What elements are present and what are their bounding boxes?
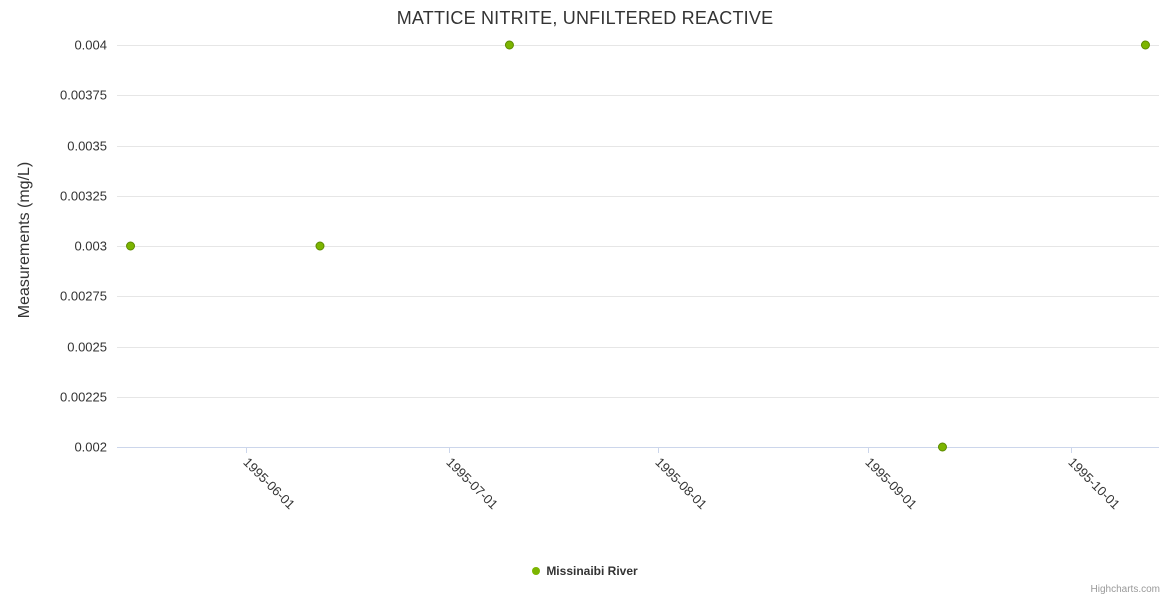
legend-marker-icon <box>532 567 541 575</box>
y-tick-label: 0.002 <box>74 440 107 455</box>
legend-item[interactable]: Missinaibi River <box>532 564 638 578</box>
data-point[interactable] <box>937 442 947 452</box>
y-tick-label: 0.00225 <box>60 390 107 405</box>
legend[interactable]: Missinaibi River <box>0 562 1170 580</box>
data-point[interactable] <box>504 40 514 50</box>
y-tick-label: 0.003 <box>74 239 107 254</box>
chart-title: MATTICE NITRITE, UNFILTERED REACTIVE <box>396 8 774 28</box>
data-point[interactable] <box>315 241 325 251</box>
x-tick-label: 1995-10-01 <box>1065 455 1123 513</box>
legend-label: Missinaibi River <box>546 564 638 578</box>
y-tick-label: 0.00325 <box>60 189 107 204</box>
x-tick-label: 1995-06-01 <box>240 455 298 513</box>
y-tick-label: 0.004 <box>74 38 107 53</box>
y-tick-label: 0.0035 <box>67 139 107 154</box>
highcharts-credit[interactable]: Highcharts.com <box>1090 584 1160 595</box>
y-tick-label: 0.00275 <box>60 289 107 304</box>
data-point[interactable] <box>1140 40 1150 50</box>
x-tick-label: 1995-09-01 <box>862 455 920 513</box>
y-tick-label: 0.0025 <box>67 340 107 355</box>
y-tick-label: 0.00375 <box>60 88 107 103</box>
data-point[interactable] <box>126 241 136 251</box>
x-tick-label: 1995-08-01 <box>652 455 710 513</box>
x-tick-label: 1995-07-01 <box>443 455 501 513</box>
